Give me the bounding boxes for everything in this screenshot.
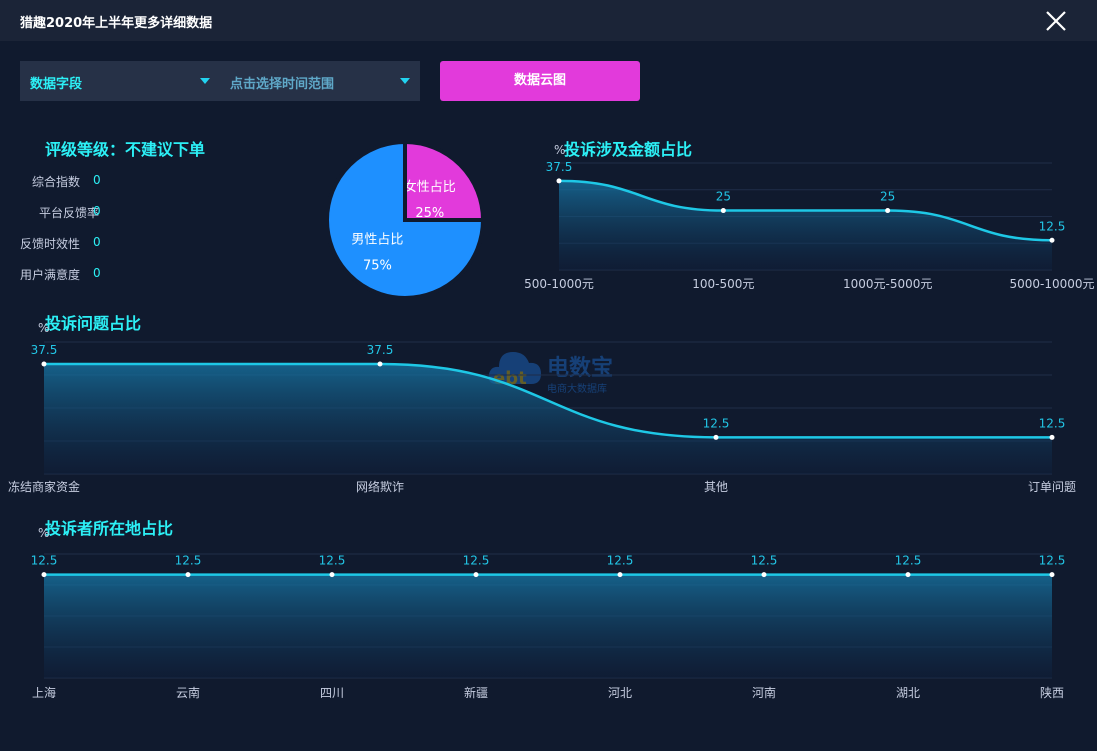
issue-area-chart: % 37.5 冻结商家资金 37.5 网络欺诈 12.5 其他 12.5 订单问题 (8, 321, 1076, 494)
data-point (617, 572, 623, 578)
category-label: 四川 (320, 686, 344, 700)
data-label: 37.5 (367, 343, 394, 357)
metric-label-composite: 综合指数 (31, 175, 80, 189)
data-label: 12.5 (1039, 554, 1066, 568)
watermark-subtitle: 电商大数据库 (547, 384, 607, 395)
category-label: 新疆 (464, 685, 488, 700)
data-label: 37.5 (546, 160, 573, 174)
category-label: 1000元-5000元 (843, 277, 932, 291)
close-icon[interactable] (1043, 8, 1069, 34)
category-label: 网络欺诈 (356, 479, 404, 494)
metric-value-feedback-rate: 0 (93, 204, 101, 218)
data-label: 25 (716, 190, 731, 204)
gender-pie-chart: 女性占比 25% 男性占比 75% (325, 139, 486, 300)
data-point (761, 572, 767, 578)
series-line (558, 179, 1053, 242)
data-label: 12.5 (895, 554, 922, 568)
watermark-brand: 电数宝 (547, 356, 614, 381)
category-label: 河南 (752, 685, 776, 700)
data-label: 12.5 (175, 554, 202, 568)
chevron-down-icon (200, 78, 210, 84)
data-point (1049, 572, 1055, 578)
data-label: 12.5 (1039, 219, 1066, 233)
category-label: 500-1000元 (524, 277, 594, 291)
category-label: 陕西 (1040, 685, 1064, 700)
time-range-placeholder: 点击选择时间范围 (230, 77, 335, 92)
category-label: 湖北 (896, 685, 920, 700)
data-point (377, 361, 383, 367)
metric-value-timeliness: 0 (93, 235, 101, 249)
data-label: 25 (880, 190, 895, 204)
data-label: 12.5 (751, 554, 778, 568)
data-label: 37.5 (31, 343, 58, 357)
y-axis-unit: % (554, 143, 565, 157)
series-line (44, 362, 1052, 439)
category-label: 云南 (176, 685, 200, 700)
data-point (720, 208, 726, 214)
field-select-label: 数据字段 (30, 77, 83, 92)
y-axis-unit: % (38, 321, 49, 335)
region-chart-title: 投诉者所在地占比 (45, 519, 174, 538)
data-label: 12.5 (31, 554, 58, 568)
region-area-chart: % 12.5 上海 12.5 云南 12.5 四川 12.5 新疆 12.5 河北 12.5 河南 12.… (31, 526, 1066, 700)
data-label: 12.5 (607, 554, 634, 568)
amount-area-chart: % 37.5 500-1000元 25 100-500元 25 1000元-5000元 12.… (524, 143, 1094, 291)
data-point (556, 178, 562, 184)
data-label: 12.5 (1039, 416, 1066, 430)
category-label: 上海 (32, 685, 56, 700)
pie-slice-0 (403, 139, 486, 222)
data-point (713, 434, 719, 440)
pie-label-1: 男性占比 (351, 233, 403, 248)
category-label: 冻结商家资金 (8, 479, 80, 494)
data-point (1049, 237, 1055, 243)
data-label: 12.5 (463, 554, 490, 568)
chevron-down-icon (400, 78, 410, 84)
metric-value-satisfaction: 0 (93, 266, 101, 280)
window-title: 猎趣2020年上半年更多详细数据 (20, 16, 213, 31)
y-axis-unit: % (38, 526, 49, 540)
category-label: 订单问题 (1028, 480, 1076, 494)
area-fill (44, 364, 1052, 474)
data-point (905, 572, 911, 578)
pie-slice-1 (325, 139, 486, 300)
metric-label-feedback-rate: 平台反馈率 (38, 206, 99, 220)
data-point (185, 572, 191, 578)
pie-value-1: 75% (363, 259, 392, 274)
category-label: 100-500元 (692, 277, 754, 291)
category-label: 5000-10000元 (1009, 277, 1094, 291)
data-point (41, 361, 47, 367)
title-bar: 猎趣2020年上半年更多详细数据 (0, 0, 1097, 41)
data-label: 12.5 (703, 416, 730, 430)
metric-label-timeliness: 反馈时效性 (19, 237, 80, 251)
area-fill (44, 574, 1052, 678)
category-label: 河北 (608, 686, 632, 700)
metric-value-composite: 0 (93, 173, 101, 187)
rating-title: 评级等级：不建议下单 (45, 140, 206, 159)
category-label: 其他 (704, 480, 728, 494)
pie-value-0: 25% (415, 206, 444, 221)
data-point (329, 572, 335, 578)
data-cloud-button[interactable]: 数据云图 (440, 61, 640, 101)
data-point (473, 572, 479, 578)
issue-chart-title: 投诉问题占比 (45, 314, 142, 333)
amount-chart-title: 投诉涉及金额占比 (564, 140, 693, 159)
data-point (1049, 434, 1055, 440)
pie-label-0: 女性占比 (404, 179, 456, 195)
data-point (885, 208, 891, 214)
data-label: 12.5 (319, 554, 346, 568)
data-point (41, 572, 47, 578)
watermark: ebt 电数宝 电商大数据库 (485, 338, 613, 402)
field-select[interactable]: 数据字段 (20, 61, 220, 101)
metric-label-satisfaction: 用户满意度 (19, 268, 80, 282)
area-fill (559, 180, 1052, 270)
time-range-select[interactable]: 点击选择时间范围 (220, 61, 420, 101)
